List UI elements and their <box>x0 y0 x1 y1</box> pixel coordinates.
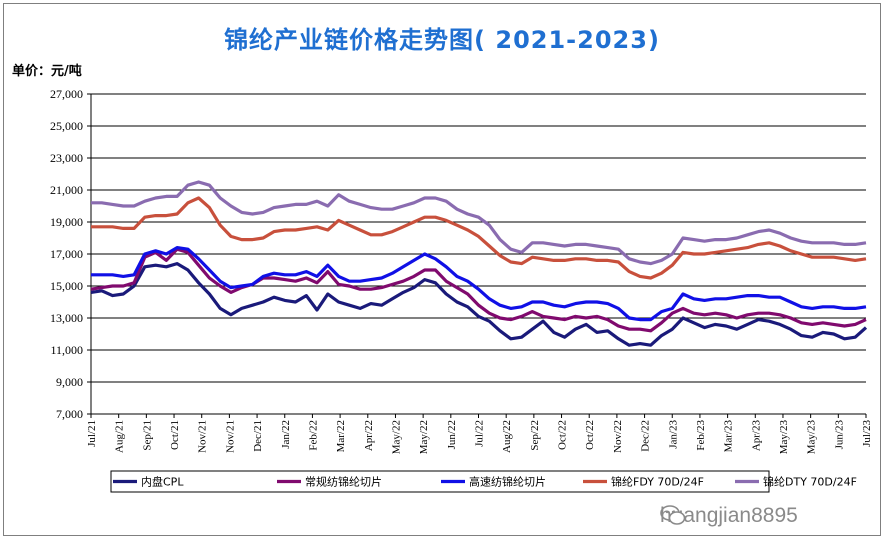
series-line-1 <box>90 262 868 347</box>
x-tick-label: Apr/22 <box>363 420 375 451</box>
series-line-3 <box>91 246 867 322</box>
x-tick-label: May/22 <box>418 420 430 454</box>
x-tick-label: Sep/21 <box>141 420 153 451</box>
x-tick-label: Nov/21 <box>197 420 209 453</box>
x-tick-label: Dec/21 <box>252 420 264 452</box>
legend-label: 常规纺锦纶切片 <box>305 475 382 489</box>
x-tick-label: Feb/23 <box>695 420 707 451</box>
x-tick-label: Jan/22 <box>280 420 292 449</box>
x-tick-label: Jan/23 <box>667 420 679 449</box>
y-tick-label: 17,000 <box>50 247 83 261</box>
series-line-5 <box>91 180 867 266</box>
gridlines <box>91 93 866 383</box>
x-axis: Jul/21 Aug/21 Sep/21 Oct/21 Nov/21 Nov/21 Dec/… <box>86 413 873 455</box>
x-tick-label: May/23 <box>778 420 790 455</box>
x-tick-label: Aug/22 <box>501 420 513 453</box>
chart-title: 锦纶产业链价格走势图( 2021-2023) <box>224 26 660 54</box>
x-tick-label: Mar/22 <box>335 420 347 452</box>
legend-label: 高速纺锦纶切片 <box>469 475 546 489</box>
legend: 内盘CPL 常规纺锦纶切片 高速纺锦纶切片 锦纶FDY 70D/24F 锦纶DTY 70… <box>110 470 857 493</box>
y-tick-label: 7,000 <box>56 407 83 421</box>
y-tick-label: 23,000 <box>50 151 83 165</box>
y-axis-unit-label: 单价：元/吨 <box>12 64 82 79</box>
y-tick-label: 27,000 <box>50 87 83 101</box>
x-tick-label: Aug/21 <box>114 420 126 453</box>
y-tick-label: 9,000 <box>56 375 83 389</box>
y-tick-label: 11,000 <box>50 343 83 357</box>
legend-label: 锦纶DTY 70D/24F <box>763 475 857 489</box>
x-tick-label: May/22 <box>390 420 402 454</box>
y-tick-label: 25,000 <box>50 119 83 133</box>
series-lines <box>90 180 868 347</box>
x-tick-label: Nov/21 <box>224 420 236 453</box>
x-tick-label: May/23 <box>806 420 818 455</box>
series-line-2 <box>90 247 867 333</box>
y-tick-label: 21,000 <box>50 183 83 197</box>
x-tick-label: Jun/22 <box>446 420 458 449</box>
x-tick-label: Sep/22 <box>529 420 541 451</box>
series-line-4 <box>91 196 867 280</box>
x-tick-label: Nov/22 <box>612 420 624 453</box>
y-axis: 7,000 9,000 11,000 13,000 15,000 17,000 19,000… <box>50 87 92 421</box>
x-tick-label: Apr/23 <box>750 420 762 452</box>
x-tick-label: Mar/23 <box>723 420 735 453</box>
chart-frame <box>3 3 881 536</box>
y-tick-label: 13,000 <box>50 311 83 325</box>
x-tick-label: Dec/22 <box>640 420 652 452</box>
legend-label: 锦纶FDY 70D/24F <box>611 475 704 489</box>
x-tick-label: Feb/22 <box>307 420 319 451</box>
x-tick-label: Oct/21 <box>169 420 181 450</box>
wechat-icon <box>660 505 686 525</box>
y-tick-label: 19,000 <box>50 215 83 229</box>
x-tick-label: Oct/22 <box>584 420 596 450</box>
x-tick-label: Jul/21 <box>86 420 98 447</box>
y-tick-label: 15,000 <box>50 279 83 293</box>
x-tick-label: Jul/23 <box>861 420 873 447</box>
legend-box <box>110 470 770 493</box>
watermark-text: huangjian8895 <box>660 504 798 527</box>
legend-label: 内盘CPL <box>141 475 184 489</box>
watermark: huangjian8895 <box>660 504 798 528</box>
x-tick-label: Jul/22 <box>474 420 486 447</box>
x-tick-label: Jun/23 <box>833 420 845 450</box>
x-tick-label: Oct/22 <box>557 420 569 450</box>
